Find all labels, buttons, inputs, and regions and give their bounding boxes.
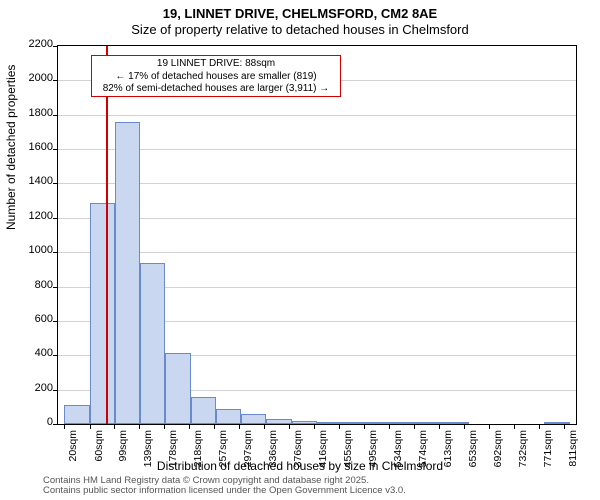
x-axis-label: Distribution of detached houses by size … — [0, 459, 600, 473]
x-tick — [539, 424, 540, 429]
histogram-bar — [292, 421, 317, 424]
footer-line2: Contains public sector information licen… — [43, 486, 406, 496]
y-tick-label: 600 — [23, 313, 53, 325]
y-tick — [53, 218, 58, 219]
x-tick — [414, 424, 415, 429]
y-tick-label: 2200 — [23, 38, 53, 50]
y-tick-label: 400 — [23, 347, 53, 359]
x-tick — [90, 424, 91, 429]
histogram-bar — [90, 203, 115, 424]
histogram-bar — [266, 419, 291, 424]
footer-attribution: Contains HM Land Registry data © Crown c… — [43, 476, 406, 497]
histogram-bar — [165, 353, 190, 424]
x-tick — [514, 424, 515, 429]
y-tick-label: 0 — [23, 416, 53, 428]
y-tick-label: 1800 — [23, 107, 53, 119]
y-tick — [53, 355, 58, 356]
x-tick — [464, 424, 465, 429]
y-tick — [53, 321, 58, 322]
histogram-bar — [140, 263, 165, 425]
annotation-line: ← 17% of detached houses are smaller (81… — [96, 71, 336, 84]
x-tick — [189, 424, 190, 429]
x-tick — [489, 424, 490, 429]
x-tick — [439, 424, 440, 429]
gridline — [58, 115, 576, 116]
histogram-bar — [115, 122, 140, 424]
x-tick — [239, 424, 240, 429]
y-tick — [53, 287, 58, 288]
title-main: 19, LINNET DRIVE, CHELMSFORD, CM2 8AE — [0, 6, 600, 21]
x-tick — [364, 424, 365, 429]
y-tick-label: 2000 — [23, 72, 53, 84]
histogram-bar — [64, 405, 89, 424]
y-tick — [53, 390, 58, 391]
x-tick — [214, 424, 215, 429]
annotation-box: 19 LINNET DRIVE: 88sqm← 17% of detached … — [91, 55, 341, 97]
plot-area: 19 LINNET DRIVE: 88sqm← 17% of detached … — [57, 45, 577, 425]
x-tick — [389, 424, 390, 429]
x-tick — [339, 424, 340, 429]
title-sub: Size of property relative to detached ho… — [0, 22, 600, 37]
annotation-line: 82% of semi-detached houses are larger (… — [96, 83, 336, 96]
y-tick — [53, 252, 58, 253]
y-tick — [53, 115, 58, 116]
y-tick-label: 800 — [23, 279, 53, 291]
annotation-line: 19 LINNET DRIVE: 88sqm — [96, 58, 336, 71]
reference-line — [106, 46, 108, 424]
y-tick-label: 1600 — [23, 141, 53, 153]
y-tick — [53, 424, 58, 425]
histogram-bar — [241, 414, 266, 424]
x-tick — [164, 424, 165, 429]
x-tick — [564, 424, 565, 429]
y-tick-label: 1000 — [23, 244, 53, 256]
x-tick — [314, 424, 315, 429]
y-tick-label: 1400 — [23, 175, 53, 187]
y-tick-label: 200 — [23, 382, 53, 394]
histogram-bar — [544, 422, 569, 424]
y-tick — [53, 80, 58, 81]
histogram-bar — [191, 397, 216, 424]
y-axis-label: Number of detached properties — [4, 65, 18, 230]
x-tick — [114, 424, 115, 429]
y-tick — [53, 183, 58, 184]
x-tick — [264, 424, 265, 429]
y-tick-label: 1200 — [23, 210, 53, 222]
y-tick — [53, 46, 58, 47]
histogram-bar — [216, 409, 241, 424]
chart-container: 19, LINNET DRIVE, CHELMSFORD, CM2 8AE Si… — [0, 0, 600, 500]
y-tick — [53, 149, 58, 150]
x-tick — [289, 424, 290, 429]
x-tick — [64, 424, 65, 429]
x-tick — [139, 424, 140, 429]
